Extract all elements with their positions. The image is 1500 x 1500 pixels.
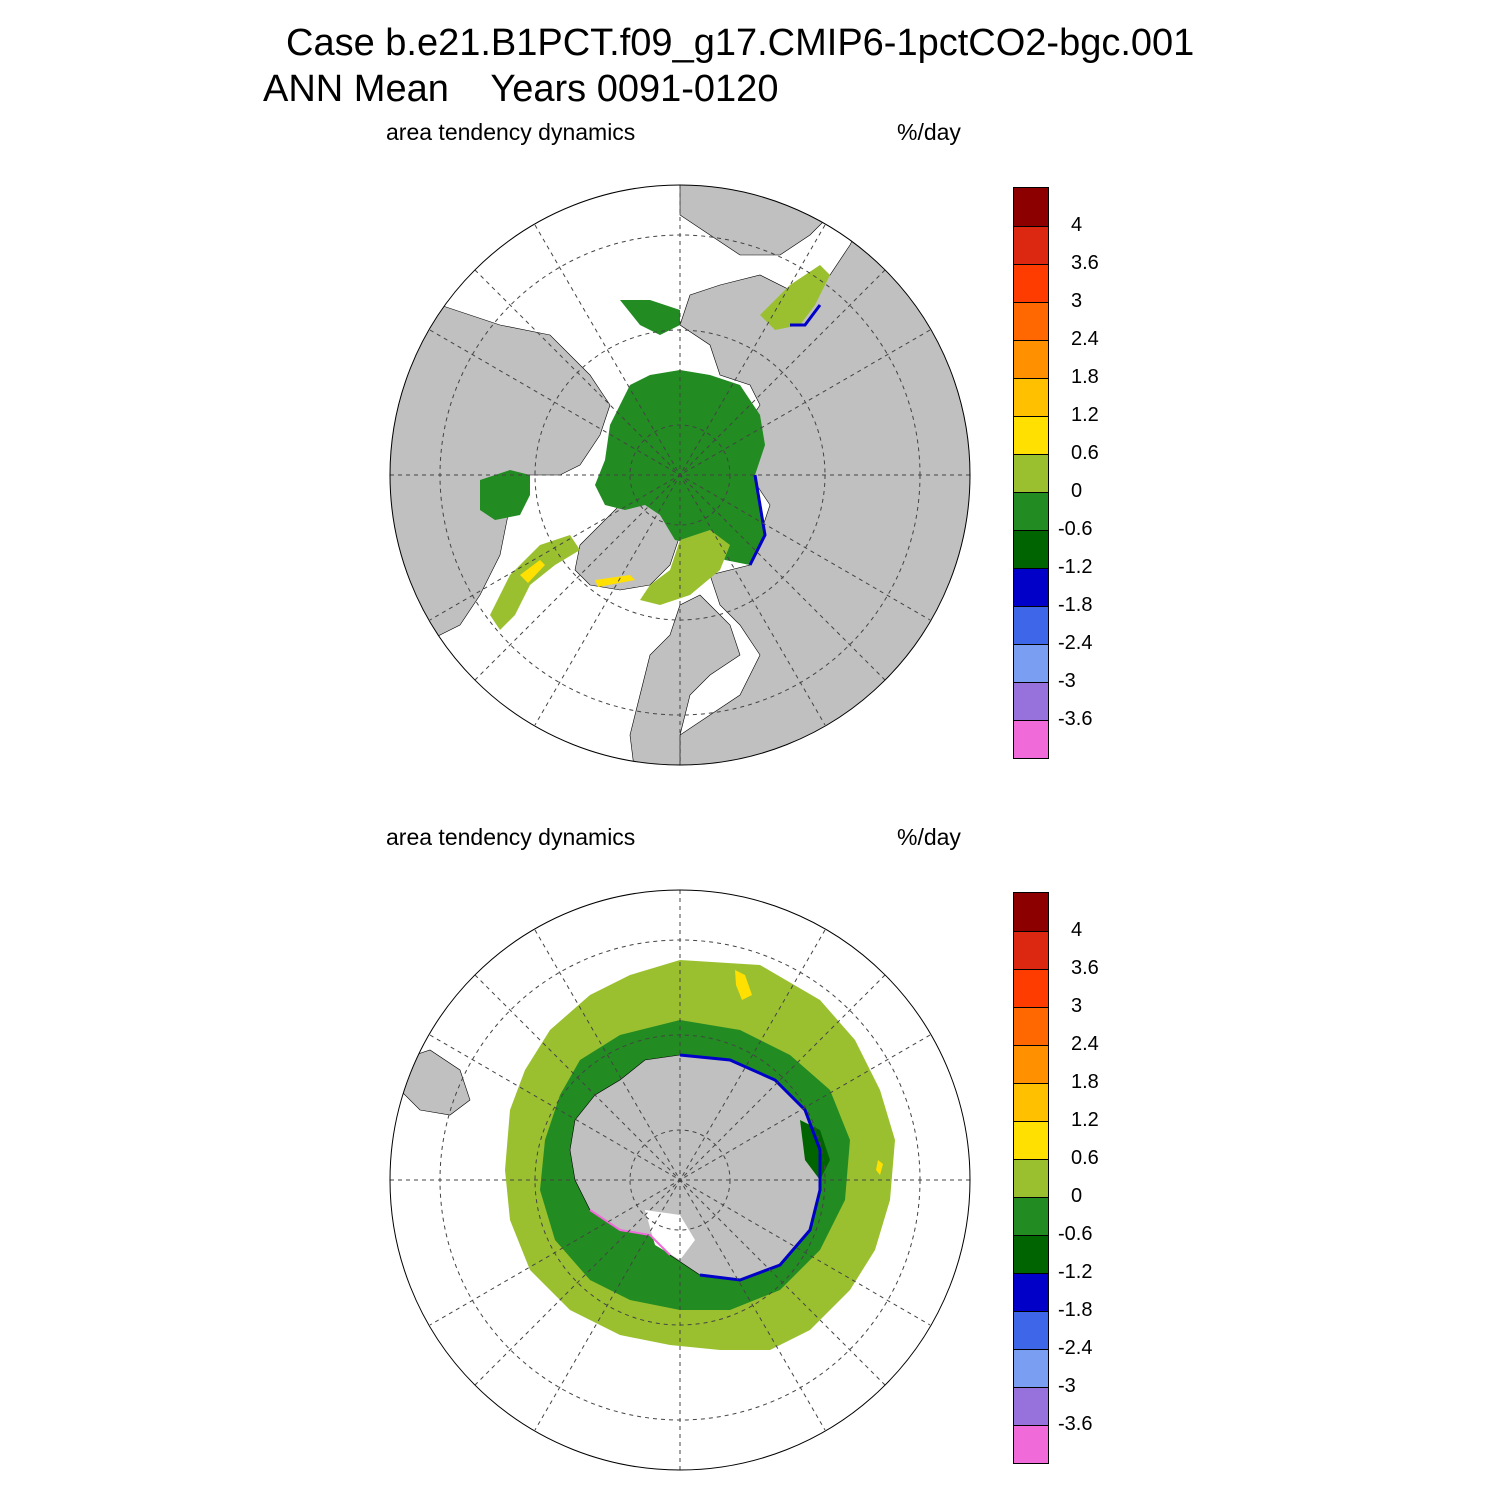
- colorbar-tick-label: -1.2: [1058, 556, 1093, 578]
- colorbar-tick-label: -3.6: [1058, 708, 1093, 730]
- colorbar-cell: [1014, 1425, 1048, 1463]
- colorbar-cell: [1014, 969, 1048, 1007]
- colorbar-cell: [1014, 1159, 1048, 1197]
- south-units-label: %/day: [897, 824, 961, 850]
- north-left-label: area tendency dynamics: [386, 119, 636, 145]
- colorbar-cell: [1014, 644, 1048, 682]
- colorbar-tick-label: 1.2: [1071, 404, 1099, 426]
- north-units-label: %/day: [897, 119, 961, 145]
- colorbar-cell: [1014, 530, 1048, 568]
- colorbar-cell: [1014, 1083, 1048, 1121]
- colorbar-tick-label: -1.8: [1058, 1299, 1093, 1321]
- north-hudson-bay-ice: [480, 470, 530, 520]
- colorbar-cell: [1014, 1235, 1048, 1273]
- colorbar-tick-label: 1.2: [1071, 1109, 1099, 1131]
- colorbar-tick-label: 4: [1071, 214, 1083, 236]
- colorbar-tick-label: 3: [1071, 290, 1083, 312]
- colorbar-cell: [1014, 1387, 1048, 1425]
- colorbar-cell: [1014, 454, 1048, 492]
- north-ice-edge-2: [790, 304, 822, 327]
- colorbar-cell: [1014, 1007, 1048, 1045]
- north-okhotsk-ice: [760, 265, 830, 330]
- north-ice-edge-1: [748, 474, 767, 566]
- colorbar-tick-label: 4: [1071, 919, 1083, 941]
- colorbar-tick-label: -1.2: [1058, 1261, 1093, 1283]
- colorbar-tick-label: 2.4: [1071, 328, 1099, 350]
- colorbar-tick-label: -3: [1058, 670, 1076, 692]
- north-panel: area tendency dynamics %/day: [0, 0, 1500, 766]
- south-map-border: [389, 889, 971, 1471]
- colorbar-cell: [1014, 1197, 1048, 1235]
- colorbar-tick-label: 0.6: [1071, 1147, 1099, 1169]
- colorbar-tick-label: 3.6: [1071, 252, 1099, 274]
- south-graticule: [390, 890, 970, 1470]
- north-map-border: [389, 184, 971, 766]
- colorbar-tick-label: 0: [1071, 1185, 1083, 1207]
- north-bering-ice: [620, 300, 680, 335]
- south-left-label: area tendency dynamics: [386, 824, 636, 850]
- colorbar-cell: [1014, 378, 1048, 416]
- colorbar-cell: [1014, 893, 1048, 931]
- colorbar-tick-label: -0.6: [1058, 1223, 1093, 1245]
- north-graticule: [390, 185, 970, 765]
- colorbar-cell: [1014, 416, 1048, 454]
- colorbar-cell: [1014, 682, 1048, 720]
- figure-title-line2: ANN Mean Years 0091-0120: [263, 68, 779, 110]
- colorbar-cell: [1014, 302, 1048, 340]
- colorbar-cell: [1014, 1273, 1048, 1311]
- colorbar-tick-label: -2.4: [1058, 1337, 1093, 1359]
- north-positive-sliver-2: [595, 575, 635, 587]
- colorbar-cell: [1014, 931, 1048, 969]
- colorbar-cell: [1014, 1121, 1048, 1159]
- south-coastal-edge-violet: [589, 1209, 671, 1256]
- colorbar-tick-label: 3.6: [1071, 957, 1099, 979]
- colorbar-tick-label: -3: [1058, 1375, 1076, 1397]
- south-polar-map: [389, 889, 971, 1471]
- south-positive-patch-2: [876, 1160, 883, 1175]
- colorbar-cell: [1014, 720, 1048, 758]
- colorbar-cell: [1014, 226, 1048, 264]
- colorbar-cell: [1014, 188, 1048, 226]
- south-dark-patch: [800, 1120, 830, 1180]
- colorbar-cell: [1014, 606, 1048, 644]
- colorbar-cell: [1014, 1311, 1048, 1349]
- north-greenland-sea-ice: [640, 530, 730, 605]
- north-polar-map: [389, 184, 971, 766]
- north-land-europe: [629, 594, 741, 765]
- colorbar-tick-label: -0.6: [1058, 518, 1093, 540]
- south-coastal-edge: [679, 1053, 822, 1282]
- colorbar-cell: [1014, 1349, 1048, 1387]
- south-positive-patch-1: [735, 970, 752, 1000]
- colorbar-tick-label: 1.8: [1071, 1071, 1099, 1093]
- colorbar-tick-label: 3: [1071, 995, 1083, 1017]
- colorbar-cell: [1014, 492, 1048, 530]
- south-ross-shelf: [645, 1210, 695, 1260]
- colorbar-tick-label: -1.8: [1058, 594, 1093, 616]
- south-panel: area tendency dynamics %/day: [0, 705, 1500, 1471]
- colorbar-tick-label: 0: [1071, 480, 1083, 502]
- figure-title-line1: Case b.e21.B1PCT.f09_g17.CMIP6-1pctCO2-b…: [286, 22, 1195, 64]
- colorbar-tick-label: 1.8: [1071, 366, 1099, 388]
- north-positive-sliver-1: [520, 560, 545, 583]
- colorbar-cell: [1014, 340, 1048, 378]
- colorbar-tick-label: -3.6: [1058, 1413, 1093, 1435]
- colorbar-tick-label: -2.4: [1058, 632, 1093, 654]
- colorbar-cell: [1014, 264, 1048, 302]
- colorbar-tick-label: 0.6: [1071, 442, 1099, 464]
- colorbar-cell: [1014, 568, 1048, 606]
- colorbar-tick-label: 2.4: [1071, 1033, 1099, 1055]
- colorbar-cell: [1014, 1045, 1048, 1083]
- north-labrador-ice: [490, 535, 580, 630]
